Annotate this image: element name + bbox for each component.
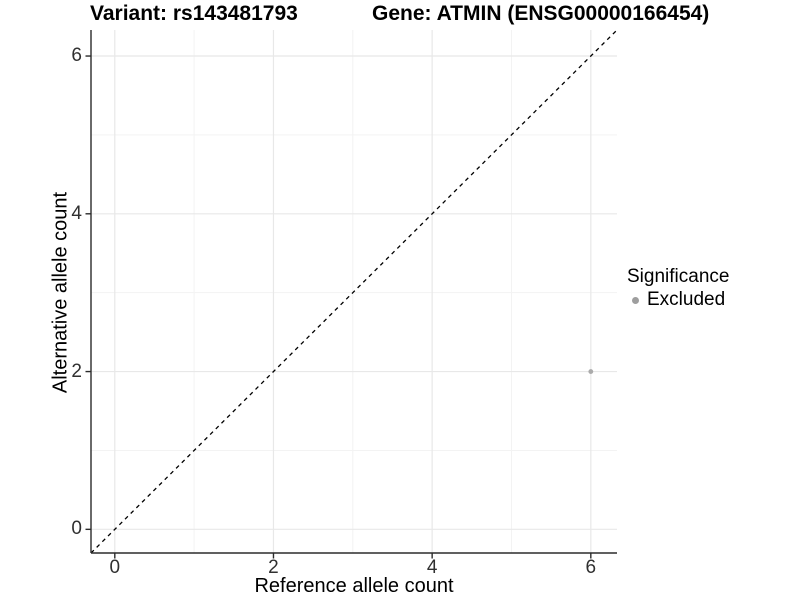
legend: Significance Excluded (627, 266, 729, 311)
y-tick-label: 0 (71, 518, 82, 540)
x-axis-title: Reference allele count (254, 575, 454, 597)
plot-title-gene: Gene: ATMIN (ENSG00000166454) (372, 2, 710, 25)
y-axis-title: Alternative allele count (49, 191, 72, 394)
data-point (588, 369, 594, 374)
legend-point-icon (632, 296, 639, 304)
plot-title-variant: Variant: rs143481793 (90, 2, 298, 25)
legend-item: Excluded (627, 289, 729, 311)
x-tick-label: 4 (426, 557, 438, 578)
y-tick-label: 2 (71, 360, 82, 382)
x-tick-label: 0 (109, 557, 121, 578)
y-tick-label: 6 (71, 45, 82, 67)
legend-item-label: Excluded (647, 289, 726, 310)
legend-items: Excluded (627, 289, 729, 311)
legend-key (627, 292, 644, 309)
y-tick-label: 4 (71, 202, 82, 224)
x-tick-label: 2 (268, 557, 279, 578)
legend-title: Significance (627, 266, 730, 287)
identity-dashed-line (90, 29, 618, 554)
x-tick-label: 6 (585, 557, 597, 578)
